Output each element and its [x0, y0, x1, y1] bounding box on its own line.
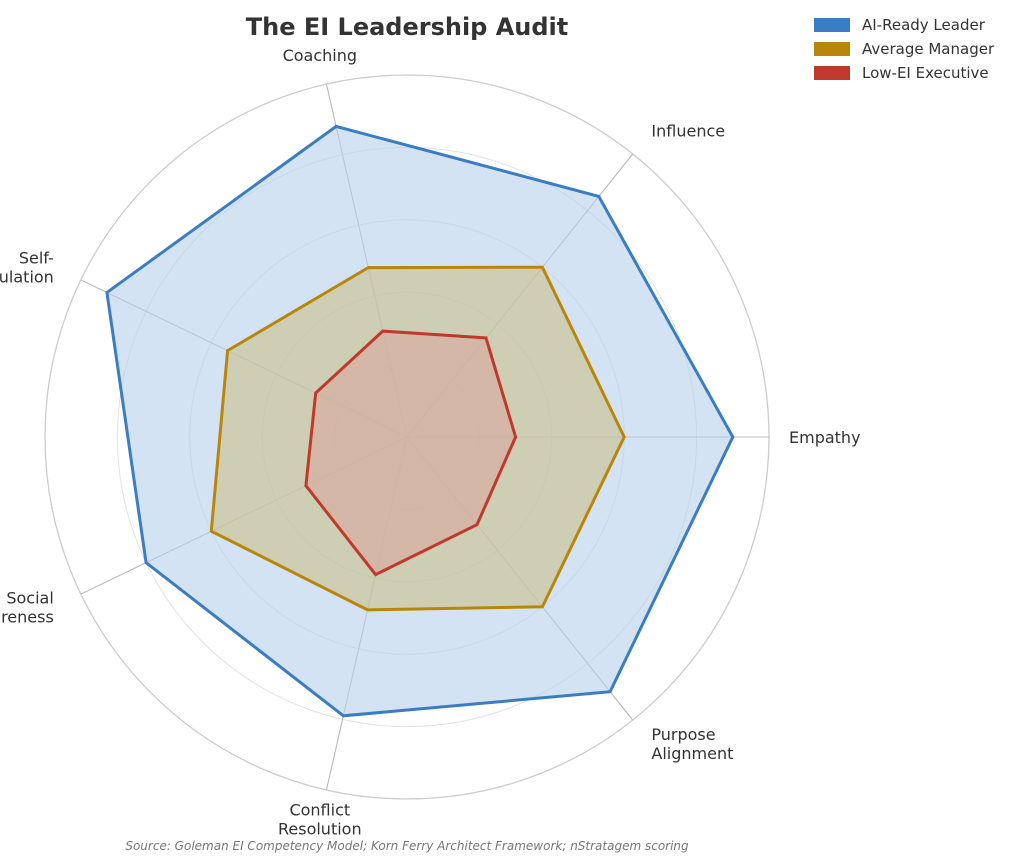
legend: AI-Ready Leader Average Manager Low-EI Exe… [814, 16, 995, 82]
axis-label: Self-Regulation [0, 248, 54, 286]
series-line [209, 265, 626, 612]
source-note: Source: Goleman EI Competency Model; Kor… [125, 839, 689, 853]
axis-label: Coaching [283, 46, 357, 65]
axis-label: Conflict Resolution [278, 801, 362, 839]
legend-swatch [814, 66, 850, 80]
axis-label: Influence [651, 122, 725, 141]
axis-label: Purpose Alignment [651, 725, 733, 763]
axis-label: SocialAwareness [0, 589, 54, 627]
series-line [304, 329, 518, 577]
legend-label: Low-EI Executive [862, 64, 989, 82]
axis-label: Empathy [789, 428, 861, 447]
legend-label: AI-Ready Leader [862, 16, 986, 34]
series-line [105, 124, 735, 718]
series-layer [105, 124, 735, 718]
legend-label: Average Manager [862, 40, 995, 58]
axis-labels: Empathy Influence Coaching Self-Regulation S… [0, 46, 861, 839]
chart-title: The EI Leadership Audit [246, 13, 569, 41]
legend-swatch [814, 18, 850, 32]
legend-swatch [814, 42, 850, 56]
series-area [305, 331, 516, 575]
